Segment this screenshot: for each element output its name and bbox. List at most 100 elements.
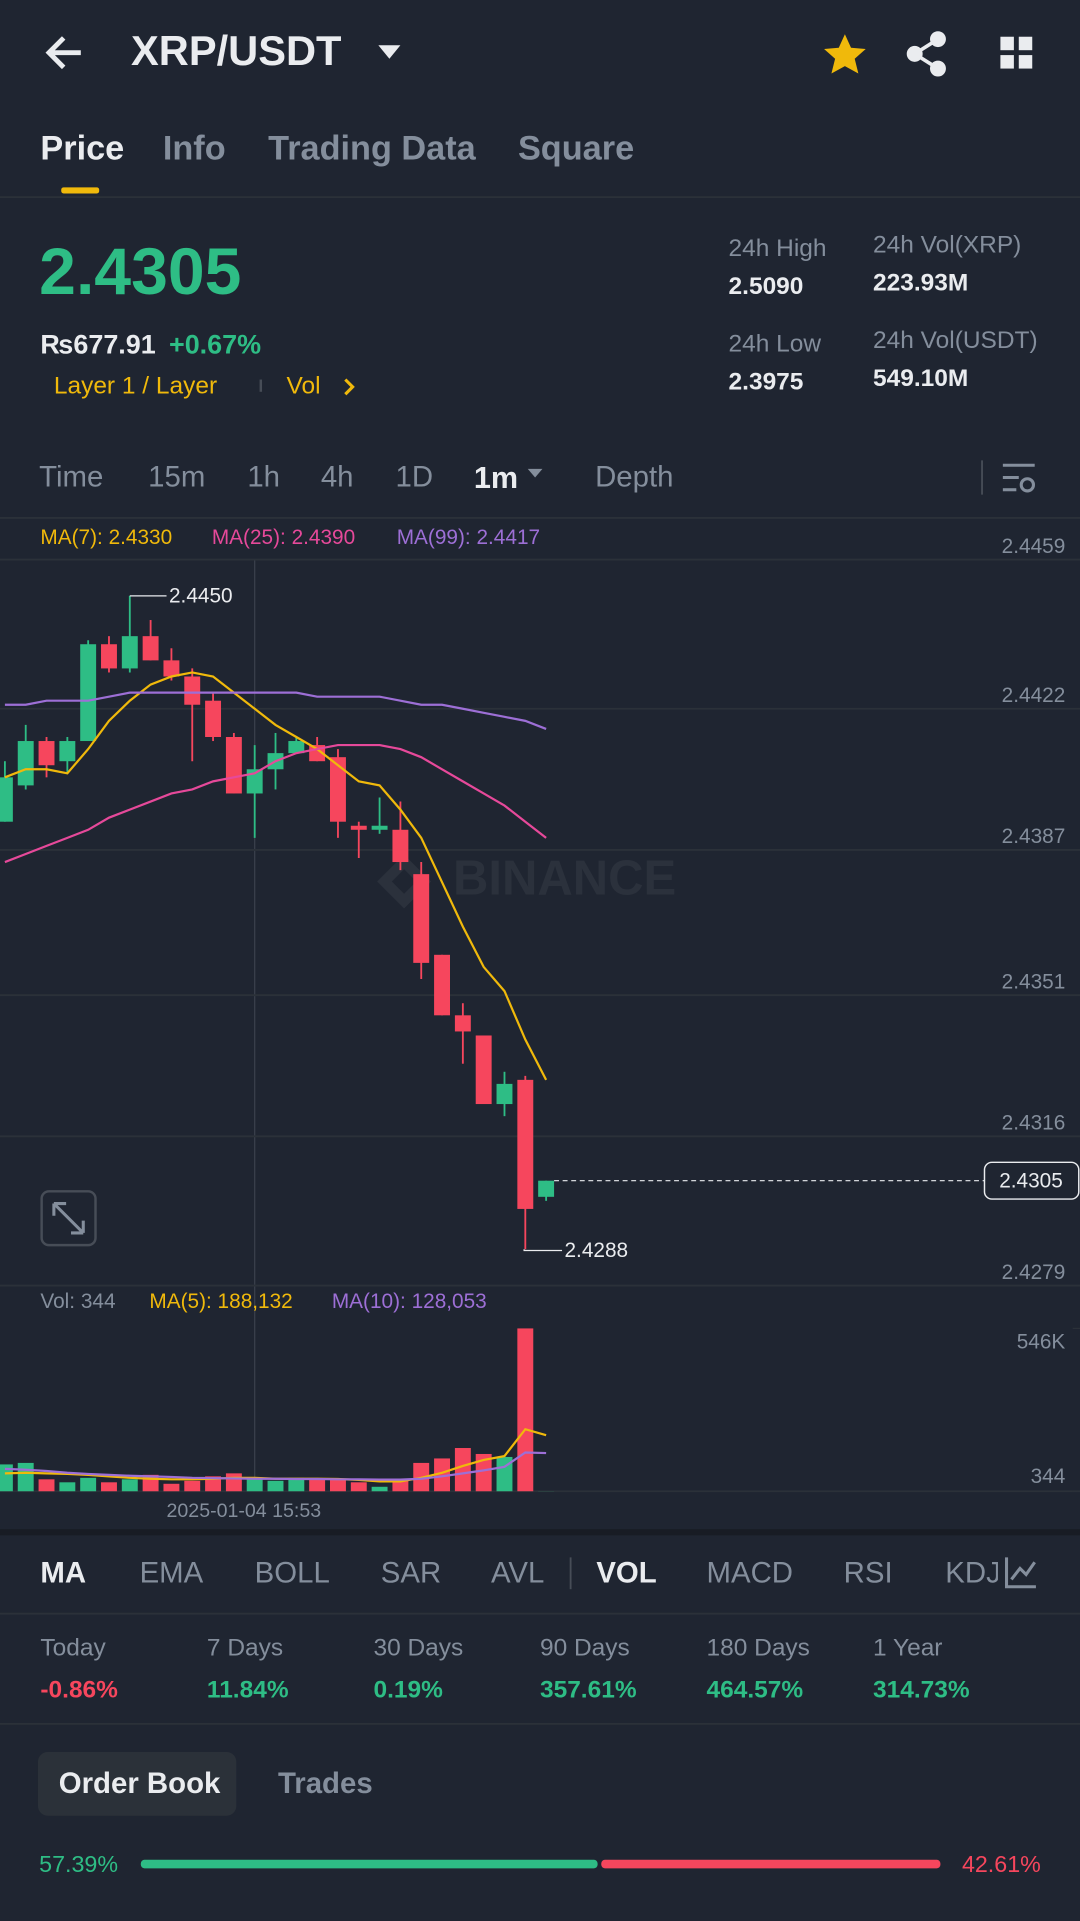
stat-label: 24h Low (729, 331, 822, 358)
annotation-label: 2.4450 (169, 585, 233, 608)
tab[interactable]: Trading Data (268, 130, 476, 168)
interval-dropdown[interactable] (527, 468, 543, 478)
interval-active[interactable]: 1m (474, 461, 518, 495)
volume-bar (184, 1480, 201, 1492)
favorite-star[interactable] (824, 34, 866, 74)
candle-body (246, 769, 263, 794)
vol-ma-legend: MA(5): 188,132 (149, 1290, 292, 1313)
volume-bar (517, 1328, 534, 1492)
order-book-tab[interactable]: Trades (278, 1767, 373, 1800)
order-book-tab[interactable]: Order Book (59, 1767, 221, 1800)
ma-line (4, 743, 547, 864)
indicator[interactable]: MACD (707, 1556, 794, 1589)
stat-label: 24h High (729, 235, 827, 262)
period-change: -0.86% (40, 1676, 118, 1703)
indicator[interactable]: KDJ (945, 1556, 1001, 1589)
indicator[interactable]: AVL (491, 1556, 544, 1589)
stat-value: 2.5090 (729, 273, 804, 300)
indicator-active[interactable]: VOL (596, 1556, 656, 1589)
volume-bar (38, 1479, 55, 1492)
interval[interactable]: 1h (247, 460, 280, 493)
tab-indicator (61, 187, 100, 194)
volume-bar (101, 1482, 117, 1492)
y-tick-label: 2.4459 (1002, 535, 1066, 558)
last-price-label: 2.4305 (999, 1169, 1063, 1192)
volume-bar (454, 1448, 471, 1492)
period-change: 0.19% (373, 1676, 443, 1703)
indicator-settings[interactable] (1005, 1557, 1036, 1589)
volume-bar (80, 1477, 97, 1492)
interval[interactable]: Time (39, 460, 103, 493)
vol-legend: Vol: 344 (40, 1290, 115, 1313)
candle-body (371, 825, 388, 830)
volume-bar (163, 1483, 180, 1492)
candle-body (434, 954, 450, 1016)
pair-title[interactable]: XRP/USDT (131, 27, 341, 74)
share-button[interactable] (906, 31, 946, 77)
ma-legend: MA(99): 2.4417 (397, 526, 540, 549)
indicator[interactable]: SAR (381, 1556, 441, 1589)
expand-icon (52, 1202, 85, 1235)
volume-bar (267, 1480, 284, 1492)
tab[interactable]: Price (40, 130, 124, 168)
y-tick-label: 2.4387 (1002, 825, 1066, 848)
candle-body (225, 737, 242, 794)
pair-dropdown[interactable] (378, 45, 401, 59)
candle-body (475, 1035, 492, 1105)
indicator[interactable]: EMA (140, 1556, 204, 1589)
volume-bar (121, 1479, 138, 1492)
stat-value: 2.3975 (729, 369, 804, 396)
interval[interactable]: 4h (321, 460, 354, 493)
period-label: 1 Year (873, 1635, 942, 1662)
interval[interactable]: 15m (148, 460, 205, 493)
volume-bar (288, 1477, 305, 1492)
candle-body (205, 700, 222, 738)
crosshair-time: 2025-01-04 15:53 (167, 1500, 322, 1522)
candle-body (17, 741, 34, 786)
stat-label: 24h Vol(USDT) (873, 327, 1038, 354)
stat-label: 24h Vol(XRP) (873, 232, 1021, 259)
interval[interactable]: 1D (396, 460, 434, 493)
indicator-active[interactable]: MA (40, 1556, 86, 1589)
candle-body (101, 644, 117, 669)
interval[interactable]: Depth (595, 460, 673, 493)
candle-body (142, 636, 159, 661)
tab[interactable]: Square (518, 130, 634, 168)
ask-ratio: 42.61% (962, 1851, 1041, 1877)
menu-grid[interactable] (1000, 36, 1033, 69)
back-button[interactable] (45, 36, 81, 70)
candle-body (538, 1180, 555, 1197)
period-change: 314.73% (873, 1676, 970, 1703)
candle-body (496, 1083, 513, 1105)
indicator[interactable]: BOLL (255, 1556, 330, 1589)
candle-body (517, 1079, 534, 1209)
volume-bar (434, 1458, 450, 1492)
y-tick-label: 2.4351 (1002, 970, 1066, 993)
tag-separator (259, 379, 263, 392)
candle-body (184, 676, 201, 705)
tab[interactable]: Info (163, 130, 226, 168)
period-label: 180 Days (707, 1635, 810, 1662)
bid-ratio: 57.39% (39, 1851, 118, 1877)
period-label: 90 Days (540, 1635, 630, 1662)
section-gap (0, 1529, 1080, 1536)
tag[interactable]: Vol (287, 372, 321, 399)
candle-body (288, 741, 305, 754)
candle-body (121, 636, 138, 669)
expand-button[interactable] (40, 1190, 97, 1247)
vol-tick-label: 344 (1031, 1465, 1066, 1488)
y-tick-label: 2.4279 (1002, 1261, 1066, 1284)
period-label: 30 Days (373, 1635, 463, 1662)
chart-settings[interactable] (1002, 463, 1035, 493)
period-change: 11.84% (207, 1676, 289, 1703)
volume-bar (475, 1453, 492, 1492)
annotation-label: 2.4288 (564, 1239, 628, 1262)
annotation-leader (523, 1249, 563, 1252)
indicator[interactable]: RSI (844, 1556, 893, 1589)
volume-bar (330, 1479, 346, 1492)
tag[interactable]: Layer 1 / Layer (54, 372, 217, 399)
ma-legend: MA(7): 2.4330 (40, 526, 172, 549)
volume-bar (59, 1482, 76, 1492)
